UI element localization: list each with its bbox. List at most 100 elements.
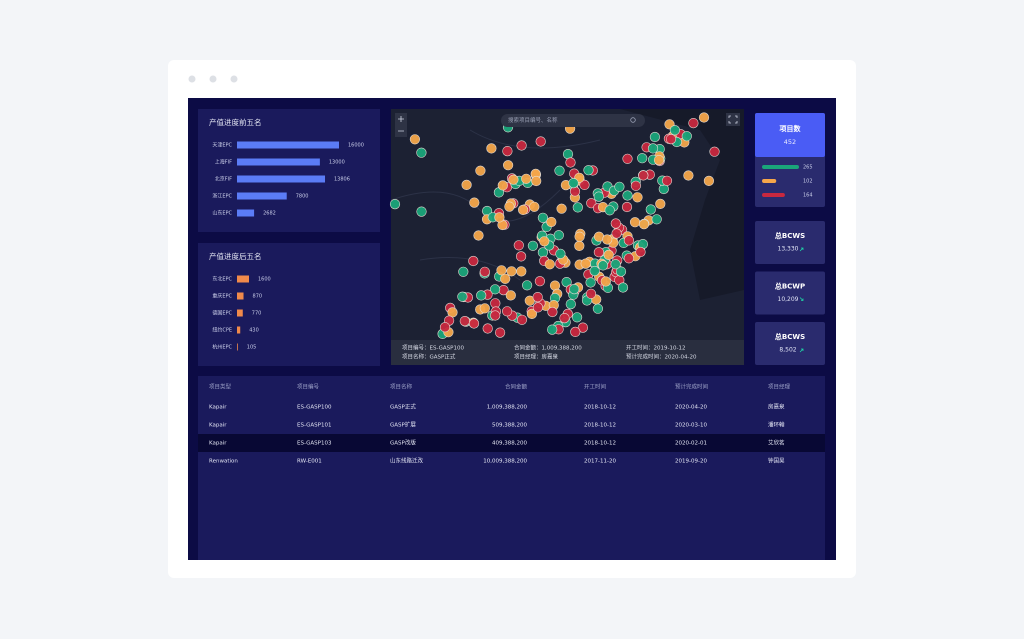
map-marker[interactable] xyxy=(469,197,480,208)
selected-row[interactable] xyxy=(198,434,825,452)
map-marker[interactable] xyxy=(457,291,468,302)
search-box[interactable] xyxy=(501,114,645,127)
map-marker[interactable] xyxy=(574,240,585,251)
map-marker[interactable] xyxy=(589,265,600,277)
map-marker[interactable] xyxy=(475,165,486,176)
map-marker[interactable] xyxy=(468,318,480,329)
map-marker[interactable] xyxy=(632,192,643,203)
map-marker[interactable] xyxy=(621,201,633,213)
map-marker[interactable] xyxy=(500,273,511,284)
map-marker[interactable] xyxy=(623,235,635,246)
map-marker[interactable] xyxy=(555,248,566,259)
map-marker[interactable] xyxy=(516,266,527,277)
map-marker[interactable] xyxy=(494,212,505,223)
map-marker[interactable] xyxy=(516,140,527,151)
map-marker[interactable] xyxy=(577,322,589,333)
map-marker[interactable] xyxy=(683,170,694,181)
map-marker[interactable] xyxy=(502,306,513,317)
map-marker[interactable] xyxy=(698,112,710,123)
map-marker[interactable] xyxy=(476,290,487,301)
map-marker[interactable] xyxy=(661,175,673,186)
map-marker[interactable] xyxy=(461,179,472,190)
map-marker[interactable] xyxy=(630,180,642,191)
map-marker[interactable] xyxy=(610,259,621,270)
map-marker[interactable] xyxy=(527,240,539,251)
map-marker[interactable] xyxy=(504,201,515,212)
map-marker[interactable] xyxy=(703,175,715,186)
map-marker[interactable] xyxy=(479,266,490,277)
map-marker[interactable] xyxy=(554,165,565,176)
map-marker[interactable] xyxy=(665,134,677,145)
map-marker[interactable] xyxy=(615,266,627,277)
map-marker[interactable] xyxy=(602,234,613,245)
map-marker[interactable] xyxy=(688,117,699,129)
window-dot[interactable] xyxy=(230,75,238,83)
map-marker[interactable] xyxy=(521,280,533,291)
map-marker[interactable] xyxy=(547,324,558,335)
map-marker[interactable] xyxy=(532,292,543,303)
map-marker[interactable] xyxy=(635,246,646,258)
map-marker[interactable] xyxy=(638,170,649,181)
map-marker[interactable] xyxy=(638,219,650,230)
map-marker[interactable] xyxy=(574,231,585,242)
map-marker[interactable] xyxy=(534,276,546,287)
map-marker[interactable] xyxy=(546,216,557,228)
map-marker[interactable] xyxy=(506,266,517,277)
map-marker[interactable] xyxy=(473,230,484,241)
map-marker[interactable] xyxy=(593,247,605,258)
map-marker[interactable] xyxy=(416,206,427,217)
map-marker[interactable] xyxy=(526,308,538,320)
map-marker[interactable] xyxy=(617,282,629,293)
map-marker[interactable] xyxy=(709,146,720,157)
map-marker[interactable] xyxy=(468,255,479,267)
map-marker[interactable] xyxy=(486,143,497,154)
map-marker[interactable] xyxy=(653,155,665,166)
map-marker[interactable] xyxy=(539,236,550,247)
map-marker[interactable] xyxy=(544,259,555,270)
map-marker[interactable] xyxy=(389,199,401,210)
map-marker[interactable] xyxy=(569,284,580,295)
fullscreen-button[interactable] xyxy=(726,113,740,126)
map-marker[interactable] xyxy=(537,212,549,223)
map-marker[interactable] xyxy=(600,276,611,287)
map-marker[interactable] xyxy=(535,136,546,147)
map-marker[interactable] xyxy=(479,303,490,314)
map-marker[interactable] xyxy=(622,190,633,201)
map-marker[interactable] xyxy=(547,306,558,318)
map-marker[interactable] xyxy=(516,314,528,325)
map-marker[interactable] xyxy=(603,249,614,260)
map-marker[interactable] xyxy=(409,134,421,145)
map-marker[interactable] xyxy=(592,303,604,314)
map-marker[interactable] xyxy=(579,179,590,190)
map-marker[interactable] xyxy=(610,218,621,229)
map-marker[interactable] xyxy=(637,153,648,164)
map-marker[interactable] xyxy=(572,202,583,213)
map-marker[interactable] xyxy=(521,173,532,184)
map-marker[interactable] xyxy=(505,290,516,301)
map-marker[interactable] xyxy=(517,204,529,215)
map-marker[interactable] xyxy=(565,299,576,310)
search-icon[interactable] xyxy=(630,117,636,123)
map-marker[interactable] xyxy=(459,316,470,327)
map-marker[interactable] xyxy=(531,175,542,187)
map-marker[interactable] xyxy=(515,251,527,262)
map-marker[interactable] xyxy=(651,214,662,225)
map-marker[interactable] xyxy=(556,203,567,214)
map-marker[interactable] xyxy=(532,302,544,313)
map-marker[interactable] xyxy=(622,153,633,164)
map-marker[interactable] xyxy=(647,143,659,154)
map-marker[interactable] xyxy=(559,313,570,324)
map-marker[interactable] xyxy=(614,181,625,192)
map-marker[interactable] xyxy=(604,205,615,216)
map-marker[interactable] xyxy=(497,180,508,191)
map-marker[interactable] xyxy=(629,217,641,228)
map-marker[interactable] xyxy=(597,260,609,271)
map-marker[interactable] xyxy=(570,326,581,338)
map-marker[interactable] xyxy=(568,178,579,189)
map-marker[interactable] xyxy=(681,131,692,142)
window-dot[interactable] xyxy=(209,75,217,83)
map-marker[interactable] xyxy=(508,174,519,185)
map-marker[interactable] xyxy=(495,327,506,338)
map-marker[interactable] xyxy=(502,146,513,157)
map-marker[interactable] xyxy=(593,191,604,202)
